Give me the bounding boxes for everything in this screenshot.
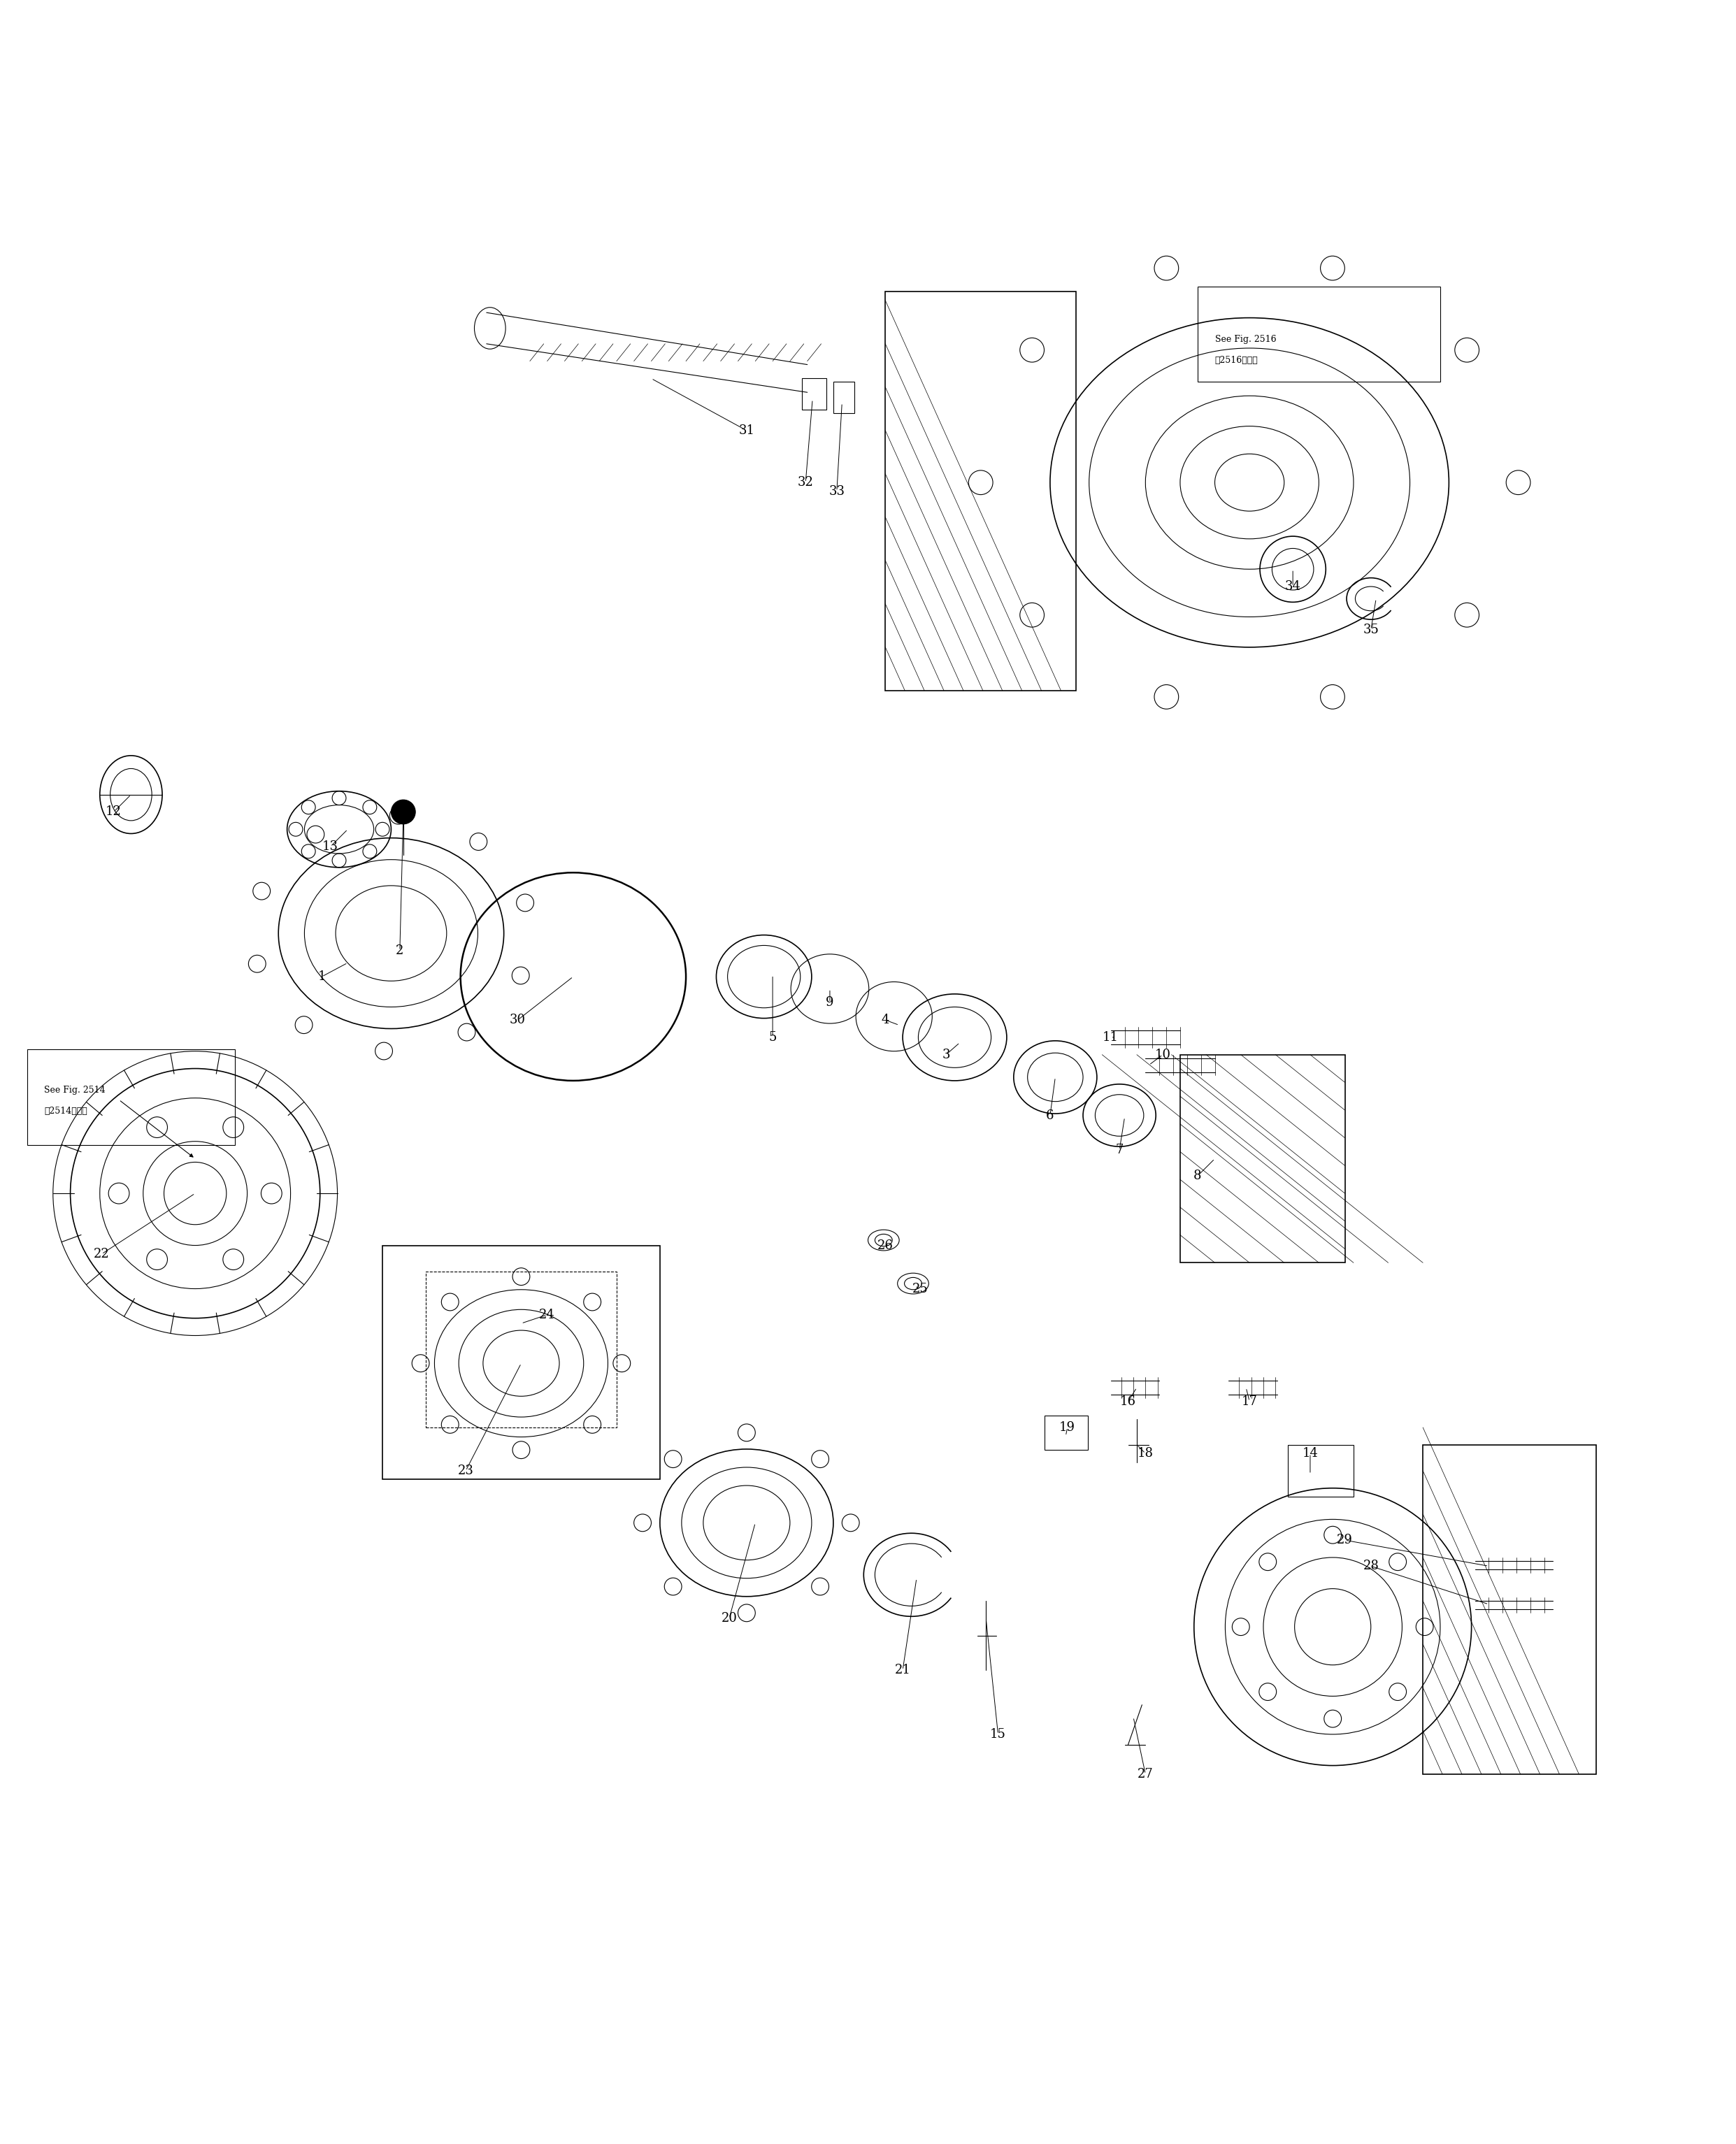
Text: 31: 31: [738, 425, 755, 437]
Text: 7: 7: [1116, 1143, 1123, 1156]
Text: 19: 19: [1059, 1421, 1076, 1434]
Text: 2: 2: [396, 943, 404, 956]
Text: 14: 14: [1302, 1447, 1318, 1460]
Text: 1: 1: [318, 971, 326, 982]
Text: 3: 3: [943, 1048, 950, 1061]
Bar: [833, 382, 854, 414]
Text: 16: 16: [1120, 1396, 1135, 1409]
Text: 第2516図参照: 第2516図参照: [1215, 356, 1259, 364]
Text: 23: 23: [458, 1464, 474, 1477]
Text: 12: 12: [106, 806, 122, 819]
Text: 33: 33: [828, 485, 845, 497]
Text: 24: 24: [540, 1308, 556, 1321]
Text: See Fig. 2514: See Fig. 2514: [45, 1085, 106, 1096]
Text: See Fig. 2516: See Fig. 2516: [1215, 334, 1276, 345]
Text: 26: 26: [877, 1239, 894, 1252]
Text: 15: 15: [990, 1728, 1007, 1741]
Text: 29: 29: [1337, 1533, 1352, 1546]
Text: 5: 5: [769, 1031, 776, 1044]
Text: 34: 34: [1285, 581, 1300, 594]
Text: 21: 21: [894, 1664, 911, 1677]
Bar: [28, 1048, 234, 1145]
Text: 28: 28: [1363, 1561, 1378, 1572]
Text: 8: 8: [1193, 1171, 1201, 1181]
Text: 10: 10: [1154, 1048, 1170, 1061]
Text: 11: 11: [1102, 1031, 1118, 1044]
Text: 6: 6: [1047, 1108, 1054, 1121]
Bar: [382, 1246, 660, 1479]
Text: 9: 9: [826, 997, 833, 1010]
Bar: [1198, 287, 1441, 382]
Text: 25: 25: [911, 1282, 929, 1295]
Text: 17: 17: [1241, 1396, 1257, 1409]
Text: 20: 20: [720, 1612, 738, 1625]
Bar: [1045, 1415, 1088, 1449]
Text: 32: 32: [797, 476, 814, 489]
Text: 22: 22: [94, 1248, 109, 1261]
Text: 35: 35: [1363, 624, 1378, 637]
Bar: [802, 379, 826, 410]
Text: 第2514図参照: 第2514図参照: [45, 1106, 87, 1115]
Text: 4: 4: [882, 1014, 889, 1027]
Text: 27: 27: [1137, 1769, 1153, 1780]
Bar: [425, 1271, 616, 1428]
Circle shape: [391, 800, 415, 823]
Text: 30: 30: [510, 1014, 526, 1027]
Text: 13: 13: [323, 840, 339, 853]
Text: 18: 18: [1137, 1447, 1153, 1460]
